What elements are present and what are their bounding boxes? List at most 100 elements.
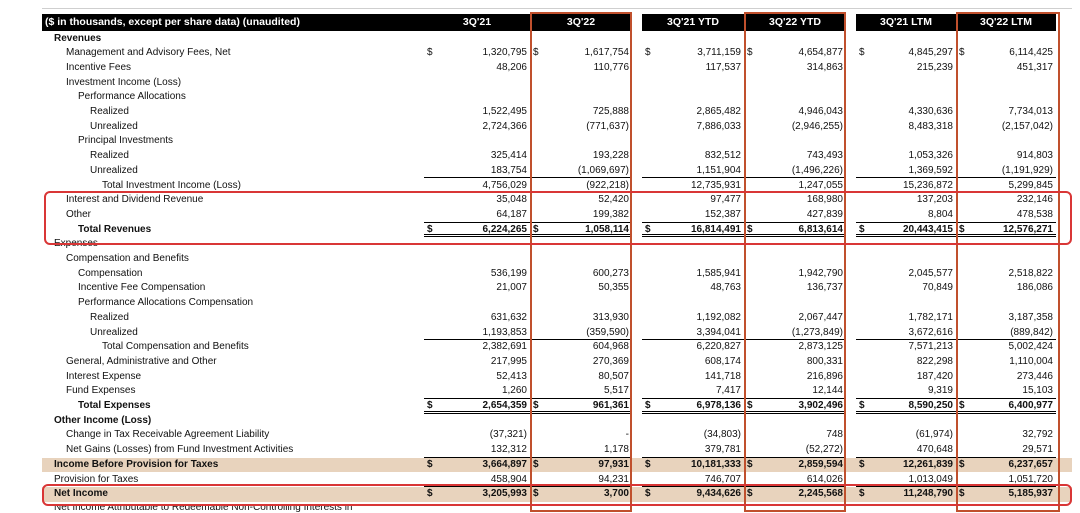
table-cell xyxy=(424,252,530,267)
table-cell: $9,434,626 xyxy=(642,487,744,502)
table-cell: (2,946,255) xyxy=(744,120,846,135)
table-cell: 1,942,790 xyxy=(744,267,846,282)
table-cell: 80,507 xyxy=(530,370,632,385)
table-cell xyxy=(424,134,530,149)
row-label: Fund Expenses xyxy=(66,385,136,397)
table-row: Fund Expenses 1,260 5,517 7,417 12,144 9,319 1… xyxy=(42,384,1072,399)
cell-value: 1,051,720 xyxy=(1008,473,1054,485)
currency-symbol: $ xyxy=(533,400,539,411)
cell-value: 7,734,013 xyxy=(1008,106,1054,117)
cell-value: (52,272) xyxy=(805,444,843,456)
cell-value: 3,205,993 xyxy=(482,488,528,500)
cell-value: 5,299,845 xyxy=(1008,179,1054,191)
currency-symbol: $ xyxy=(427,400,433,411)
row-label: Unrealized xyxy=(90,120,138,132)
cell-value: 4,946,043 xyxy=(798,106,844,117)
currency-symbol: $ xyxy=(645,47,651,59)
cell-value: 451,317 xyxy=(1016,61,1053,73)
table-cell: $2,654,359 xyxy=(424,399,530,414)
table-header-title: ($ in thousands, except per share data) … xyxy=(42,14,520,31)
currency-symbol: $ xyxy=(645,458,651,470)
table-cell: 325,414 xyxy=(424,149,530,164)
table-cell: 914,803 xyxy=(956,149,1056,164)
table-cell: 7,417 xyxy=(642,384,744,399)
header-3q21-ltm: 3Q'21 LTM xyxy=(856,14,956,31)
currency-symbol: $ xyxy=(533,458,539,470)
cell-value: 1,320,795 xyxy=(482,47,528,59)
cell-value: 7,571,213 xyxy=(908,341,954,353)
table-cell: 48,763 xyxy=(642,281,744,296)
cell-value: 2,067,447 xyxy=(798,311,844,323)
row-label: Realized xyxy=(90,150,129,162)
cell-value: 12,261,839 xyxy=(902,458,953,470)
table-cell: 64,187 xyxy=(424,208,530,223)
cell-value: 64,187 xyxy=(496,208,527,220)
table-row: Net Income $3,205,993 $3,700 $9,434,626 $2,2… xyxy=(42,487,1072,502)
table-cell: (922,218) xyxy=(530,179,632,194)
table-cell: $3,205,993 xyxy=(424,487,530,502)
cell-value: 746,707 xyxy=(704,473,741,485)
row-label: Other xyxy=(66,208,92,220)
table-cell: 614,026 xyxy=(744,473,846,488)
table-cell: $20,443,415 xyxy=(856,223,956,238)
table-cell: 1,051,720 xyxy=(956,473,1056,488)
header-3q22: 3Q'22 xyxy=(530,14,632,31)
table-row: Unrealized 2,724,366 (771,637) 7,886,033 (2,… xyxy=(42,120,1072,135)
table-cell: 2,045,577 xyxy=(856,267,956,282)
cell-value: 217,995 xyxy=(490,355,527,367)
table-cell: 32,792 xyxy=(956,428,1056,443)
table-row: Change in Tax Receivable Agreement Liabi… xyxy=(42,428,1072,443)
table-cell: 48,206 xyxy=(424,61,530,76)
cell-value: 4,845,297 xyxy=(908,47,954,59)
table-cell: (1,496,226) xyxy=(744,164,846,179)
cell-value: 832,512 xyxy=(704,150,741,162)
table-row: Management and Advisory Fees, Net $1,320,… xyxy=(42,46,1072,61)
cell-value: 97,477 xyxy=(710,194,741,206)
table-cell: 4,756,029 xyxy=(424,179,530,194)
cell-value: 16,814,491 xyxy=(690,223,741,235)
table-cell: $4,845,297 xyxy=(856,46,956,61)
row-label: Principal Investments xyxy=(78,135,174,147)
currency-symbol: $ xyxy=(427,223,433,235)
cell-value: 536,199 xyxy=(490,267,527,279)
cell-value: 748 xyxy=(826,429,843,441)
table-row: Other Income (Loss) xyxy=(42,414,1072,429)
cell-value: (889,842) xyxy=(1010,326,1053,338)
cell-value: 117,537 xyxy=(705,61,741,73)
table-row: Compensation and Benefits xyxy=(42,252,1072,267)
cell-value: 1,247,055 xyxy=(798,179,844,191)
top-border xyxy=(42,8,1072,9)
cell-value: 1,585,941 xyxy=(696,267,742,279)
cell-value: 8,590,250 xyxy=(908,400,954,411)
table-cell xyxy=(424,296,530,311)
currency-symbol: $ xyxy=(645,488,651,500)
row-label: Performance Allocations Compensation xyxy=(78,297,254,309)
table-row: Performance Allocations xyxy=(42,90,1072,105)
table-cell: 427,839 xyxy=(744,208,846,223)
table-cell xyxy=(856,296,956,311)
table-cell: $6,978,136 xyxy=(642,399,744,414)
cell-value: 186,086 xyxy=(1016,282,1053,294)
table-cell: 15,236,872 xyxy=(856,179,956,194)
row-label: General, Administrative and Other xyxy=(66,355,217,367)
row-label: Management and Advisory Fees, Net xyxy=(66,47,231,59)
cell-value: 3,394,041 xyxy=(696,326,742,338)
table-cell: (1,069,697) xyxy=(530,164,632,179)
table-cell: 1,178 xyxy=(530,443,632,458)
header-3q22-ltm: 3Q'22 LTM xyxy=(956,14,1056,31)
cell-value: 427,839 xyxy=(806,208,843,220)
cell-value: 187,420 xyxy=(916,370,953,382)
cell-value: 6,978,136 xyxy=(696,400,742,411)
cell-value: (922,218) xyxy=(586,179,629,191)
table-cell: 725,888 xyxy=(530,105,632,120)
cell-value: 2,045,577 xyxy=(908,267,954,279)
table-cell: 7,571,213 xyxy=(856,340,956,355)
table-cell: 21,007 xyxy=(424,281,530,296)
table-row: Interest and Dividend Revenue 35,048 52,42… xyxy=(42,193,1072,208)
cell-value: 199,382 xyxy=(592,208,629,220)
table-cell xyxy=(856,414,956,429)
table-cell: $10,181,333 xyxy=(642,458,744,473)
cutoff-row: Net Income Attributable to Redeemable No… xyxy=(42,505,1072,513)
cell-value: 15,236,872 xyxy=(902,179,953,191)
cell-value: 313,930 xyxy=(592,311,629,323)
